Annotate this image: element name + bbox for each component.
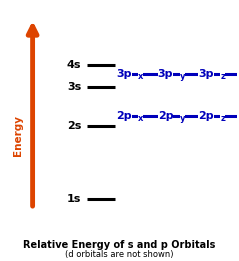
Text: 2p: 2p (116, 111, 132, 121)
Text: 3p: 3p (198, 69, 214, 79)
Text: 3s: 3s (67, 82, 81, 92)
Text: x: x (138, 114, 143, 123)
Text: 2s: 2s (67, 121, 81, 131)
Text: Energy: Energy (12, 115, 22, 156)
Text: x: x (138, 72, 143, 81)
Text: 2p: 2p (158, 111, 174, 121)
Text: (d orbitals are not shown): (d orbitals are not shown) (65, 250, 174, 259)
Text: 3p: 3p (116, 69, 131, 79)
Text: z: z (220, 114, 225, 123)
Text: y: y (180, 114, 185, 123)
Text: 3p: 3p (158, 69, 173, 79)
Text: 2p: 2p (198, 111, 214, 121)
Text: y: y (180, 72, 185, 81)
Text: Relative Energy of s and p Orbitals: Relative Energy of s and p Orbitals (23, 240, 216, 250)
Text: z: z (220, 72, 225, 81)
Text: 4s: 4s (67, 60, 81, 70)
Text: 1s: 1s (67, 194, 81, 204)
